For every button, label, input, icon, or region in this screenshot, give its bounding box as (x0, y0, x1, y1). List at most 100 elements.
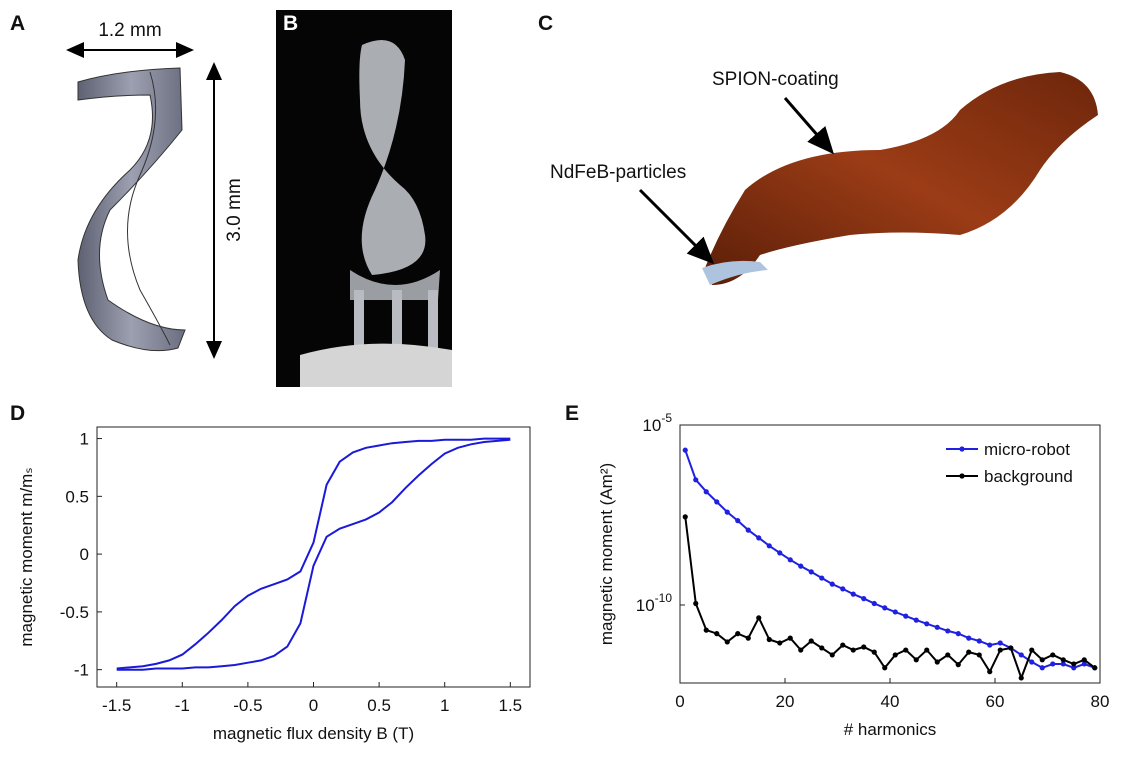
helix-base (350, 270, 440, 300)
x-tick-label: -1.5 (102, 696, 131, 715)
data-point (819, 645, 825, 651)
data-point (777, 640, 783, 646)
annotation-arrow (638, 188, 715, 265)
data-point (882, 605, 888, 611)
data-line (116, 438, 511, 671)
robot-photo (705, 72, 1098, 285)
data-point (808, 638, 814, 644)
support (354, 290, 364, 350)
data-point (829, 652, 835, 658)
tick-base: 10 (642, 416, 661, 435)
tick-exponent: -10 (655, 591, 673, 605)
tick-base: 10 (636, 596, 655, 615)
panel-label: B (283, 12, 298, 35)
helix-model (77, 67, 186, 352)
data-point (787, 557, 793, 563)
data-point (714, 631, 720, 637)
data-point (798, 647, 804, 653)
data-point (693, 477, 699, 483)
data-point (945, 628, 951, 634)
helix-edge (127, 71, 171, 346)
support (392, 290, 402, 350)
y-tick-label: 0 (80, 545, 89, 564)
legend-box (941, 432, 1093, 494)
x-tick-label: 1 (440, 696, 449, 715)
data-point (1050, 652, 1056, 658)
data-point (1018, 652, 1024, 658)
data-point (703, 627, 709, 633)
data-point (1060, 657, 1066, 663)
data-point (934, 659, 940, 665)
annotation-arrow (783, 97, 834, 155)
data-point (945, 652, 951, 658)
data-point (913, 617, 919, 623)
legend-marker (959, 446, 965, 452)
data-point (997, 647, 1003, 653)
data-point (1050, 661, 1056, 667)
data-point (871, 600, 877, 607)
data-point (714, 499, 720, 505)
data-point (966, 635, 972, 641)
y-tick-label: -0.5 (60, 603, 89, 622)
x-axis-label: magnetic flux density B (T) (213, 724, 414, 743)
data-point (955, 662, 961, 668)
data-point (976, 652, 982, 658)
support (428, 290, 438, 350)
x-tick-label: 0.5 (367, 696, 391, 715)
x-tick-label: 1.5 (498, 696, 522, 715)
height-label: 3.0 mm (224, 178, 245, 241)
data-point (808, 569, 814, 575)
y-tick-label: 0.5 (65, 487, 89, 506)
panel-label: C (538, 12, 553, 35)
data-point (871, 649, 877, 655)
data-point (861, 644, 867, 650)
data-point (913, 657, 919, 663)
data-point (987, 642, 993, 648)
data-point (1071, 665, 1077, 671)
legend-marker (959, 473, 965, 479)
data-point (756, 615, 762, 621)
y-axis-label: magnetic moment m/mₛ (17, 467, 36, 646)
x-tick-label: 0 (675, 692, 684, 711)
data-line (684, 449, 1096, 669)
data-point (1081, 661, 1087, 667)
data-point (682, 447, 688, 453)
data-point (745, 635, 751, 641)
panel-label: D (10, 402, 25, 425)
width-label: 1.2 mm (98, 20, 161, 41)
data-point (840, 586, 846, 592)
data-point (703, 489, 709, 495)
y-tick-label: 1 (80, 430, 89, 449)
data-point (766, 543, 772, 549)
data-point (1092, 665, 1098, 671)
x-axis-label: # harmonics (844, 720, 937, 739)
y-tick-label: 10-10 (636, 591, 673, 615)
data-point (693, 600, 699, 607)
ndfeb-tip (702, 260, 768, 285)
x-tick-label: 60 (986, 692, 1005, 711)
data-point (861, 596, 867, 602)
data-point (1071, 661, 1077, 667)
data-point (1008, 645, 1014, 651)
data-point (976, 638, 982, 644)
printed-helix (359, 40, 426, 275)
data-point (724, 639, 730, 645)
data-point (934, 624, 940, 630)
data-point (903, 647, 909, 653)
data-point (1039, 657, 1045, 663)
data-point (1029, 659, 1035, 665)
data-point (1029, 647, 1035, 653)
data-point (1060, 661, 1066, 667)
y-tick-label: 10-5 (642, 411, 672, 435)
annotation: SPION-coating (712, 69, 839, 90)
data-point (1039, 665, 1045, 671)
data-point (1081, 657, 1087, 663)
data-point (987, 669, 993, 675)
x-tick-label: 0 (309, 696, 318, 715)
data-point (840, 642, 846, 648)
data-point (787, 635, 793, 641)
data-point (892, 652, 898, 658)
y-tick-label: -1 (74, 661, 89, 680)
data-point (766, 636, 772, 643)
